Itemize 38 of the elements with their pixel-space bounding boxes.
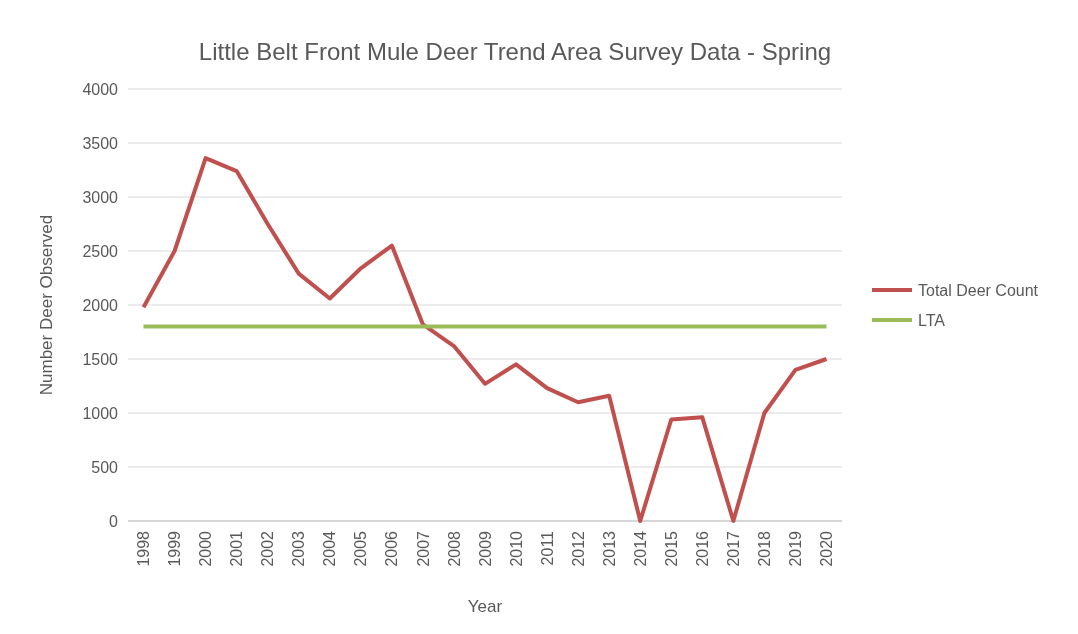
x-tick-label: 1999: [166, 530, 184, 567]
legend-label: Total Deer Count: [918, 281, 1039, 299]
x-tick-label: 2017: [724, 530, 742, 567]
x-axis-title: Year: [467, 597, 503, 616]
chart-title: Little Belt Front Mule Deer Trend Area Survey Data - Spring: [198, 38, 832, 65]
y-tick-label: 0: [109, 512, 119, 530]
y-tick-label: 4000: [82, 80, 119, 98]
y-tick-label: 500: [91, 458, 119, 476]
y-tick-label: 3000: [82, 188, 119, 206]
x-tick-label: 2010: [507, 530, 525, 567]
y-tick-label: 3500: [82, 134, 119, 152]
y-tick-label: 2000: [82, 296, 119, 314]
legend-label: LTA: [918, 311, 946, 329]
y-tick-label: 1000: [82, 404, 119, 422]
y-axis-title: Number Deer Observed: [37, 214, 56, 396]
line-series: [141, 156, 829, 523]
x-tick-label: 2012: [569, 530, 587, 567]
x-tick-label: 2000: [197, 530, 215, 567]
x-tick-label: 2009: [476, 530, 494, 567]
x-tick-label: 2003: [290, 530, 308, 567]
x-tick-label: 2020: [818, 530, 836, 567]
x-tick-label: 2018: [755, 530, 773, 567]
x-tick-label: 2002: [259, 530, 277, 567]
x-tick-label: 2015: [662, 530, 680, 567]
x-tick-label: 2008: [445, 530, 463, 567]
x-tick-label: 2013: [600, 530, 618, 567]
x-tick-label: 1998: [135, 530, 153, 567]
x-tick-label: 2007: [414, 530, 432, 567]
y-tick-label: 2500: [82, 242, 119, 260]
x-tick-label: 2005: [352, 530, 370, 567]
x-tick-label: 2004: [321, 530, 339, 567]
x-tick-label: 2016: [693, 530, 711, 567]
x-tick-label: 2019: [787, 530, 805, 567]
x-tick-label: 2006: [383, 530, 401, 567]
x-tick-label: 2001: [228, 530, 246, 567]
x-tick-label: 2011: [538, 530, 556, 566]
y-tick-label: 1500: [82, 350, 119, 368]
x-tick-label: 2014: [631, 530, 649, 567]
